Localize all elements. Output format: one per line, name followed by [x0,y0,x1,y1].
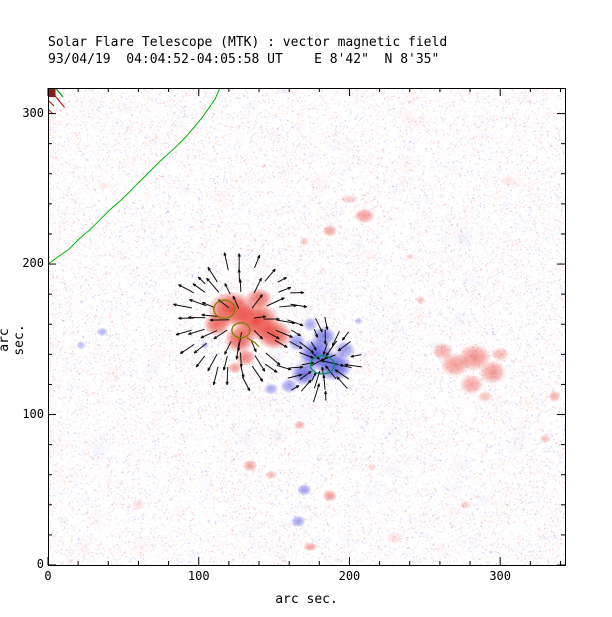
x-tick-label: 100 [187,569,210,583]
chart-title-line1: Solar Flare Telescope (MTK) : vector mag… [48,35,448,50]
y-axis-label: arc sec. [0,324,27,356]
x-axis-label: arc sec. [275,592,338,607]
x-tick-label: 200 [338,569,361,583]
y-tick-label: 0 [36,557,44,571]
y-tick-label: 100 [22,406,44,421]
y-tick-label: 200 [22,256,44,271]
x-tick-label: 0 [44,569,52,583]
y-tick-label: 300 [22,105,44,120]
chart-title-line2: 93/04/19 04:04:52-04:05:58 UT E 8'42" N … [48,52,440,67]
x-tick-label: 300 [489,569,512,583]
